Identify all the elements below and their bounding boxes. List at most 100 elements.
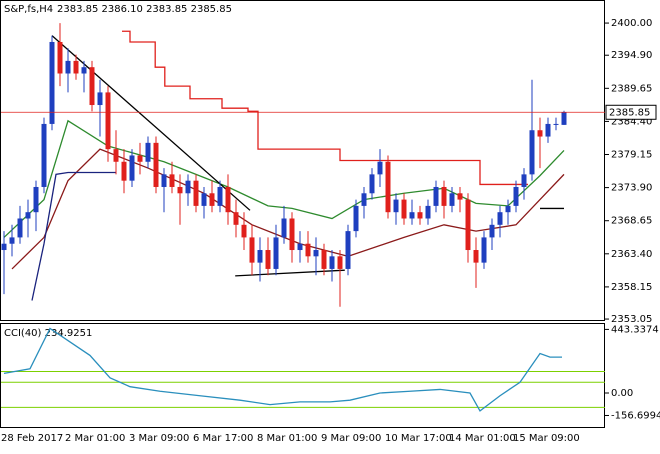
- candle-body: [537, 130, 543, 137]
- candle-body: [529, 130, 535, 175]
- y-tick-label: 2384.40: [611, 116, 652, 127]
- candle-body: [497, 212, 503, 225]
- candle-body: [257, 250, 263, 263]
- candle-body: [265, 250, 271, 269]
- candle-body: [337, 256, 343, 269]
- candle-body: [385, 161, 391, 213]
- candle-body: [113, 149, 119, 162]
- ohlc-text: 2383.85 2386.10 2383.85 2385.85: [57, 4, 232, 15]
- candle-body: [465, 199, 471, 251]
- candle-body: [57, 41, 63, 74]
- last-price-label: 2385.85: [609, 107, 650, 118]
- candle-body: [561, 112, 567, 125]
- candle-body: [33, 186, 39, 213]
- y-tick-label: 2379.15: [611, 150, 652, 161]
- candle-body: [513, 186, 519, 206]
- candle-body: [417, 212, 423, 219]
- candle-body: [153, 142, 159, 187]
- y-tick-label: 0.00: [611, 388, 633, 399]
- candle-body: [521, 174, 527, 187]
- x-tick-label: 14 Mar 01:00: [449, 433, 516, 444]
- candle-body: [289, 218, 295, 251]
- last-price-box: [605, 104, 657, 120]
- candle-body: [313, 250, 319, 257]
- candle-body: [161, 174, 167, 187]
- cci-line: [3, 327, 562, 412]
- candle-body: [281, 218, 287, 238]
- y-tick-label: 2373.90: [611, 183, 652, 194]
- candle-body: [361, 193, 367, 206]
- candle-body: [193, 180, 199, 206]
- candle-body: [401, 199, 407, 219]
- y-tick-label: 2368.65: [611, 216, 652, 227]
- candle-body: [129, 155, 135, 181]
- overlay-line: [11, 148, 565, 270]
- x-tick-label: 2 Mar 01:00: [65, 433, 125, 444]
- candle-body: [369, 174, 375, 194]
- candle-body: [73, 60, 79, 74]
- trend-line: [51, 35, 251, 211]
- trend-line: [235, 269, 345, 277]
- candle-body: [185, 180, 191, 194]
- candle-body: [49, 41, 55, 124]
- candle-body: [9, 237, 15, 244]
- candle-body: [105, 92, 111, 150]
- candle-body: [65, 60, 71, 74]
- candle-body: [505, 205, 511, 213]
- candle-body: [457, 193, 463, 200]
- candle-body: [545, 123, 551, 137]
- candle-body: [89, 67, 95, 106]
- candle-body: [393, 199, 399, 213]
- candle-body: [329, 256, 335, 269]
- candle-body: [425, 205, 431, 219]
- candle-body: [121, 161, 127, 181]
- candle-body: [177, 186, 183, 194]
- chart-title: S&P,fs,H4: [4, 4, 53, 15]
- y-tick-label: 2363.40: [611, 249, 652, 260]
- x-tick-label: 10 Mar 17:00: [385, 433, 452, 444]
- x-tick-label: 3 Mar 09:00: [129, 433, 189, 444]
- candle-body: [473, 250, 479, 263]
- y-tick-label: 2400.00: [611, 18, 652, 29]
- overlay-line: [3, 119, 565, 238]
- candle-body: [169, 174, 175, 187]
- y-tick-label: 2389.65: [611, 83, 652, 94]
- x-tick-label: 9 Mar 09:00: [321, 433, 381, 444]
- candle-body: [321, 250, 327, 269]
- candle-body: [137, 155, 143, 162]
- x-tick-label: 8 Mar 01:00: [257, 433, 317, 444]
- cci-frame: [0, 323, 605, 428]
- candle-body: [553, 123, 559, 125]
- candle-body: [481, 237, 487, 263]
- x-tick-label: 6 Mar 17:00: [193, 433, 253, 444]
- candle-body: [81, 67, 87, 74]
- candle-body: [377, 161, 383, 175]
- x-tick-label: 28 Feb 2017: [1, 433, 63, 444]
- candle-body: [17, 218, 23, 238]
- overlay-line: [122, 30, 528, 186]
- candle-body: [305, 243, 311, 257]
- candle-body: [145, 142, 151, 162]
- candle-body: [441, 186, 447, 206]
- overlay-line: [31, 171, 116, 301]
- candle-body: [273, 237, 279, 269]
- x-tick-label: 15 Mar 09:00: [513, 433, 580, 444]
- y-tick-label: 2394.90: [611, 50, 652, 61]
- candle-body: [409, 212, 415, 219]
- y-tick-label: -156.6994: [611, 410, 660, 421]
- candle-body: [345, 231, 351, 269]
- candle-body: [225, 186, 231, 213]
- candle-body: [489, 224, 495, 238]
- candle-body: [249, 237, 255, 263]
- candle-body: [201, 193, 207, 206]
- candle-body: [25, 212, 31, 219]
- candle-body: [353, 205, 359, 232]
- candle-body: [433, 186, 439, 206]
- candle-body: [233, 212, 239, 225]
- candle-body: [217, 186, 223, 206]
- y-tick-label: 2353.05: [611, 314, 652, 325]
- candle-body: [297, 243, 303, 251]
- candle-body: [209, 193, 215, 206]
- main-frame: [0, 0, 605, 321]
